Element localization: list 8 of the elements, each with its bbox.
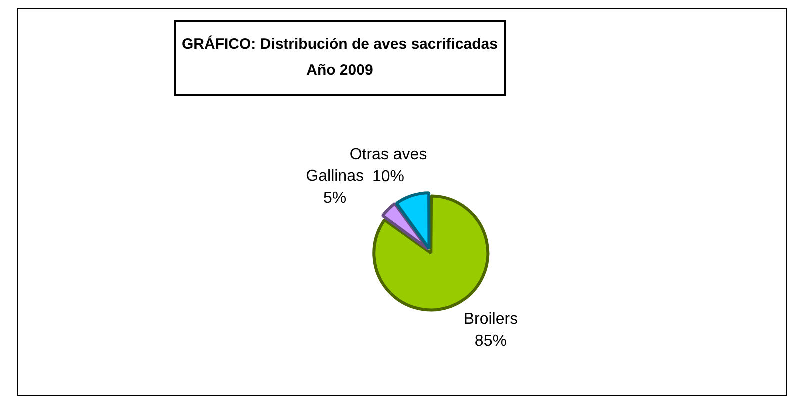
slice-label: Broilers [464,311,518,328]
data-label: 5% [324,190,347,208]
slice-label: Otras aves [350,146,428,164]
slice-label: Gallinas [306,168,364,186]
data-label: 10% [372,168,405,186]
data-label: 85% [474,333,507,350]
chart-title: GRÁFICO: Distribución de aves sacrificadas [182,34,498,55]
chart-subtitle: Año 2009 [306,61,374,81]
